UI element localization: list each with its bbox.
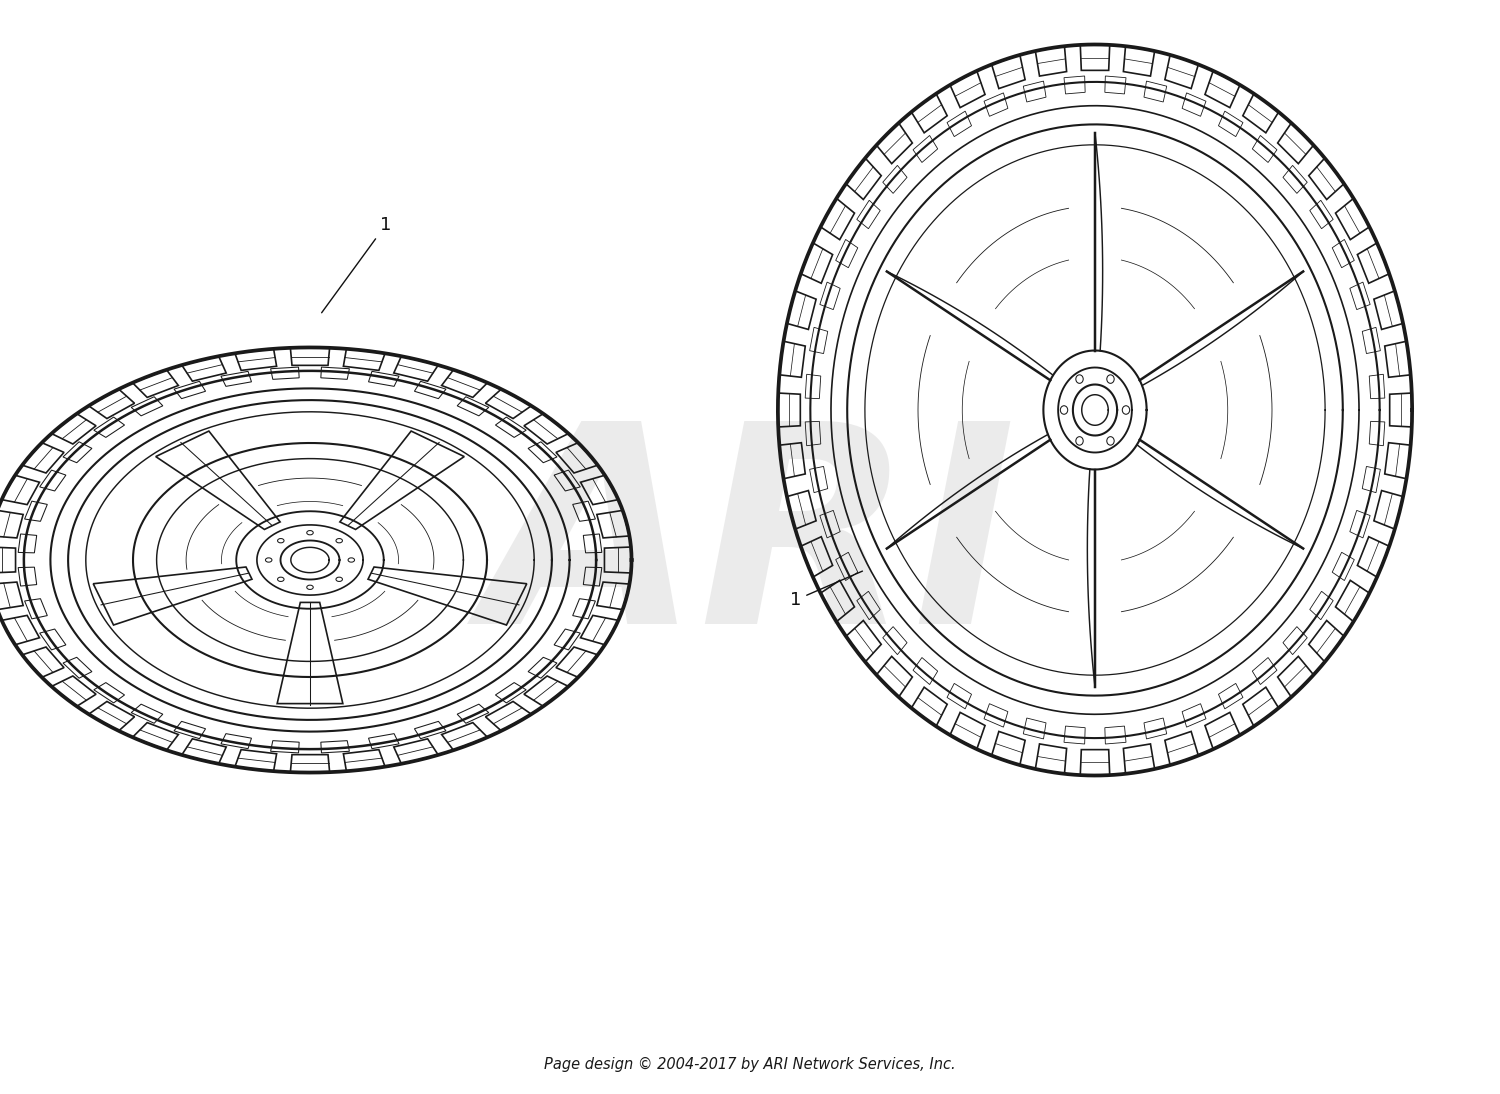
Text: ARI: ARI xyxy=(484,412,1016,682)
Text: Page design © 2004-2017 by ARI Network Services, Inc.: Page design © 2004-2017 by ARI Network S… xyxy=(544,1057,956,1071)
Text: 1: 1 xyxy=(321,216,392,313)
Text: 1: 1 xyxy=(790,571,862,609)
